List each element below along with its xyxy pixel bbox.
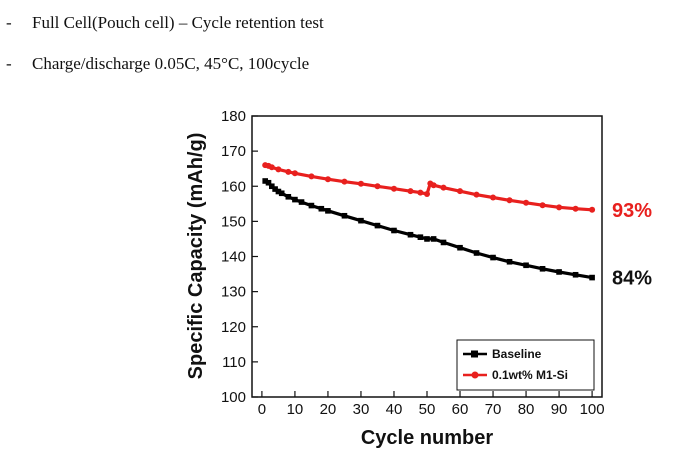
y-tick-label: 120 [221,319,246,336]
x-tick-label: 30 [353,401,370,418]
data-point [374,183,381,190]
data-point [298,199,305,205]
bullet-list: - Full Cell(Pouch cell) – Cycle retention… [6,10,324,92]
data-point [473,191,480,198]
data-point [440,239,447,246]
bullet-item-cell-type: - Full Cell(Pouch cell) – Cycle retention… [6,10,324,35]
x-tick-label: 60 [452,401,469,418]
y-tick-label: 100 [221,389,246,406]
legend-label: 0.1wt% M1-Si [492,368,568,382]
data-point [539,265,546,272]
y-tick-label: 150 [221,213,246,230]
data-point [457,188,464,195]
data-point [278,190,285,197]
data-point [358,217,364,224]
data-point [589,274,595,281]
data-point [324,176,331,183]
data-point [430,236,437,242]
legend-box [456,339,595,391]
data-point [265,179,272,186]
legend-marker [471,371,479,379]
legend-label: Baseline [492,347,542,361]
x-tick-label: 10 [287,401,304,418]
data-point [506,258,513,265]
y-tick-label: 160 [221,178,246,195]
y-tick-label: 110 [222,354,246,371]
data-point [424,190,430,197]
data-point [308,173,315,180]
data-point [506,197,513,204]
data-point [269,183,275,190]
ticks-layer: 0 10 20 30 40 50 60 70 80 90 100 100 110 120 130 140 150… [221,108,605,418]
x-tick-label: 90 [551,401,568,418]
x-tick-label: 80 [518,401,535,418]
bullet-text: Full Cell(Pouch cell) – Cycle retention … [32,13,324,32]
data-point [275,166,282,173]
data-point [457,244,463,251]
data-point [589,206,596,213]
data-point [490,254,496,261]
data-point [417,234,424,240]
y-axis-title: Specific Capacity (mAh/g) [185,133,207,380]
data-point [490,194,497,201]
data-point [285,193,292,200]
data-point [308,202,315,209]
data-point [430,182,437,189]
data-point [424,236,430,242]
data-point [341,178,348,185]
data-point [292,196,298,203]
data-point [407,188,414,195]
legend: Baseline 0.1wt% M1-Si [456,339,595,391]
legend-marker [471,350,478,358]
data-point [291,170,298,177]
data-point [374,222,381,229]
data-point [357,180,364,187]
y-tick-label: 140 [221,249,246,266]
data-point [318,205,325,212]
data-point [391,227,397,234]
series-layer [262,162,596,281]
data-point [539,202,546,209]
x-tick-label: 100 [580,401,605,418]
bullet-text: Charge/discharge 0.05C, 45°C, 100cycle [32,54,310,73]
data-point [325,208,331,214]
annotation-retention-m1si: 93% [612,200,652,222]
y-tick-label: 130 [221,284,246,301]
bullet-dash: - [6,54,12,73]
data-point [440,184,447,191]
y-tick-label: 170 [221,143,246,160]
data-point [556,269,562,275]
bullet-item-test-conditions: - Charge/discharge 0.05C, 45°C, 100cycle [6,51,324,76]
data-point [473,250,480,256]
data-point [262,178,269,184]
data-point [417,189,424,196]
data-point [556,204,563,211]
x-tick-label: 40 [386,401,403,418]
data-point [285,168,292,175]
data-point [272,186,278,192]
data-point [572,205,579,212]
x-tick-label: 50 [419,401,436,418]
x-tick-label: 70 [485,401,502,418]
data-point [572,271,579,278]
x-tick-label: 0 [258,401,266,418]
data-point [523,262,529,269]
y-tick-label: 180 [221,108,246,125]
x-axis-title: Cycle number [361,427,493,449]
data-point [523,199,530,206]
annotation-retention-baseline: 84% [612,268,652,290]
data-point [390,185,397,192]
data-point [341,212,348,219]
plot-frame [251,115,603,398]
x-tick-label: 20 [320,401,337,418]
data-point [268,164,275,171]
bullet-dash: - [6,13,12,32]
data-point [275,188,282,195]
data-point [407,231,414,238]
